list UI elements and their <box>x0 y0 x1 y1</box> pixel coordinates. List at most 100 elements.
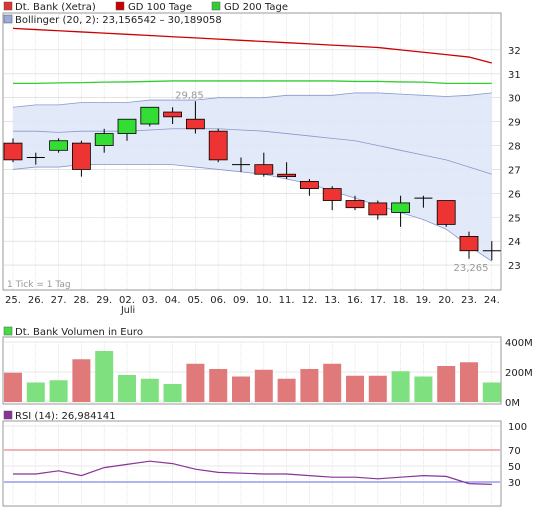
volume-bar <box>437 366 456 402</box>
volume-bar <box>140 378 159 402</box>
x-tick-label: 12. <box>301 295 317 306</box>
volume-tick-label: 200M <box>505 368 533 379</box>
candle-body <box>459 235 479 252</box>
candle <box>254 152 274 177</box>
candle-body <box>254 164 274 175</box>
legend-label-price: Dt. Bank (Xetra) <box>15 2 96 13</box>
x-tick-label: 28. <box>73 295 89 306</box>
gd100-line <box>12 27 492 64</box>
candle-body <box>163 111 183 118</box>
candle <box>482 241 501 261</box>
candle <box>94 128 114 153</box>
candle-body <box>94 133 114 146</box>
candle-body <box>208 130 228 161</box>
price-tick-label: 31 <box>508 70 521 81</box>
price-tick-label: 32 <box>508 46 521 57</box>
volume-bar <box>163 384 182 402</box>
price-tick-label: 29 <box>508 118 521 129</box>
price-tick-label: 25 <box>508 213 521 224</box>
legend-swatch-gd200 <box>211 1 221 11</box>
rsi-line <box>13 460 492 485</box>
candle <box>26 152 45 165</box>
candle-body <box>345 200 365 209</box>
rsi-tick-label: 100 <box>508 422 527 433</box>
candle-body <box>72 142 91 170</box>
volume-bar <box>482 382 501 402</box>
volume-bar <box>414 376 433 402</box>
legend-label-gd200: GD 200 Tage <box>224 2 288 13</box>
x-tick-label: 05. <box>187 295 203 306</box>
price-tick-label: 23 <box>508 261 521 272</box>
bollinger-lower-line <box>12 164 493 262</box>
x-tick-label: 26. <box>28 295 44 306</box>
candle <box>3 138 23 163</box>
candle <box>368 200 388 220</box>
bollinger-middle-line <box>13 128 492 175</box>
candle-body <box>277 173 297 178</box>
x-tick-label: 16. <box>347 295 363 306</box>
candle <box>459 231 479 259</box>
volume-bar <box>323 363 342 402</box>
legend-label-gd100: GD 100 Tage <box>128 2 192 13</box>
volume-bar <box>232 376 250 402</box>
volume-bar <box>300 369 319 402</box>
candle <box>391 195 411 227</box>
candle <box>414 195 433 208</box>
volume-bar <box>49 380 68 402</box>
volume-bar <box>391 371 410 402</box>
candle-body <box>368 202 388 216</box>
volume-bar <box>346 375 364 402</box>
candle <box>49 138 68 153</box>
rsi-tick-label: 70 <box>508 446 521 457</box>
bollinger-upper-line <box>12 92 492 108</box>
rsi-panel <box>2 420 502 507</box>
x-tick-label: 18. <box>393 295 409 306</box>
x-tick-label: 09. <box>233 295 249 306</box>
x-tick-label: 19. <box>415 295 431 306</box>
legend-swatch-price <box>3 1 13 11</box>
candle <box>185 101 205 134</box>
legend-swatch-gd100 <box>115 1 125 11</box>
legend: Dt. Bank (Xetra) GD 100 Tage GD 200 Tage… <box>3 1 288 26</box>
candle <box>163 107 183 124</box>
price-tick-label: 24 <box>508 237 521 248</box>
month-label: Juli <box>120 305 135 316</box>
candle <box>345 195 365 211</box>
rsi-title: RSI (14): 26,984141 <box>15 411 116 422</box>
volume-tick-label: 0M <box>505 398 520 409</box>
volume-bar <box>26 382 45 402</box>
candle <box>232 157 250 172</box>
gd200-line <box>13 80 492 84</box>
legend-swatch-bollinger <box>3 14 13 24</box>
x-tick-label: 25. <box>5 295 21 306</box>
volume-bar <box>368 375 387 402</box>
volume-bar <box>72 359 91 402</box>
price-tick-label: 28 <box>508 142 521 153</box>
candle-body <box>299 180 319 189</box>
candle <box>208 128 228 163</box>
x-tick-label: 24. <box>484 295 500 306</box>
candle-body <box>3 142 23 161</box>
bollinger-band <box>13 92 492 262</box>
volume-bar <box>186 363 205 402</box>
price-tick-label: 26 <box>508 189 521 200</box>
x-tick-label: 13. <box>324 295 340 306</box>
price-tick-label: 27 <box>508 165 521 176</box>
candle <box>436 200 456 227</box>
candle <box>140 106 160 127</box>
x-tick-label: 17. <box>370 295 386 306</box>
tick-note: 1 Tick = 1 Tag <box>7 280 71 290</box>
x-tick-label: 23. <box>461 295 477 306</box>
x-tick-label: 10. <box>256 295 272 306</box>
candle <box>322 186 342 211</box>
volume-legend-swatch <box>3 326 13 336</box>
rsi-tick-label: 50 <box>508 462 521 473</box>
volume-bar <box>209 369 228 402</box>
price-tick-label: 30 <box>508 94 521 105</box>
volume-bar <box>277 378 296 402</box>
rsi-tick-label: 30 <box>508 478 521 489</box>
x-tick-label: 29. <box>96 295 112 306</box>
x-tick-label: 20. <box>438 295 454 306</box>
x-tick-label: 27. <box>51 295 67 306</box>
